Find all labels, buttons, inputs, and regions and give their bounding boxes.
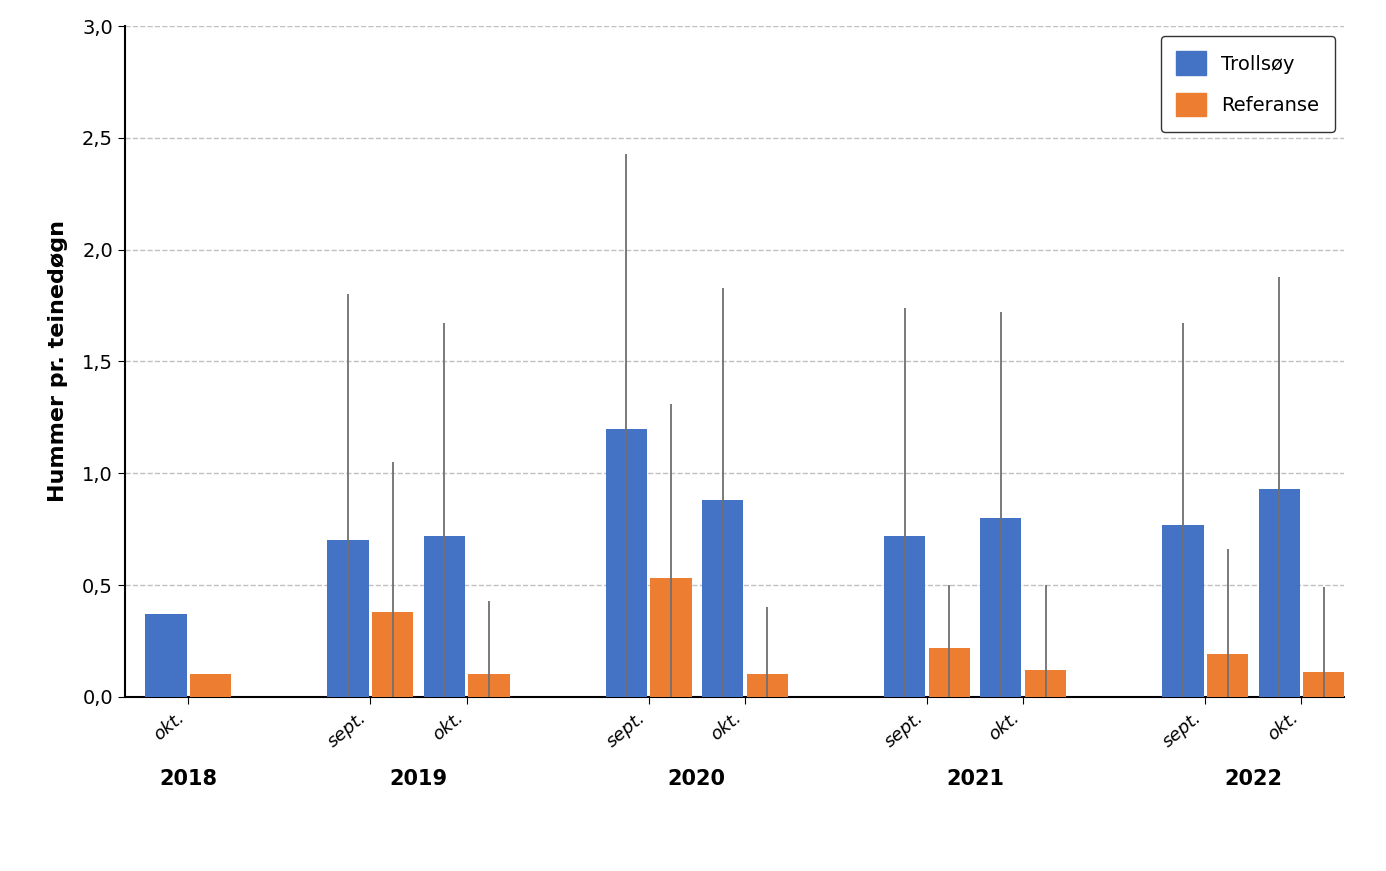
Bar bbox=[1024, 670, 1066, 697]
Text: 2019: 2019 bbox=[389, 769, 448, 789]
Bar bbox=[747, 674, 787, 697]
Text: 2022: 2022 bbox=[1224, 769, 1282, 789]
Text: 2021: 2021 bbox=[947, 769, 1003, 789]
Bar bbox=[1303, 672, 1344, 697]
Bar bbox=[884, 536, 926, 697]
Bar bbox=[929, 648, 970, 697]
Bar bbox=[327, 540, 369, 697]
Bar bbox=[701, 500, 743, 697]
Bar bbox=[1258, 489, 1300, 697]
Text: 2020: 2020 bbox=[668, 769, 726, 789]
Bar bbox=[1207, 654, 1249, 697]
Text: 2018: 2018 bbox=[159, 769, 218, 789]
Bar bbox=[980, 518, 1021, 697]
Bar bbox=[606, 429, 647, 697]
Y-axis label: Hummer pr. teinedøgn: Hummer pr. teinedøgn bbox=[49, 220, 68, 503]
Bar bbox=[650, 578, 692, 697]
Bar bbox=[1163, 524, 1203, 697]
Bar bbox=[190, 674, 231, 697]
Bar bbox=[371, 611, 413, 697]
Bar bbox=[468, 674, 510, 697]
Legend: Trollsøy, Referanse: Trollsøy, Referanse bbox=[1161, 36, 1335, 132]
Bar bbox=[424, 536, 464, 697]
Bar bbox=[146, 614, 187, 697]
